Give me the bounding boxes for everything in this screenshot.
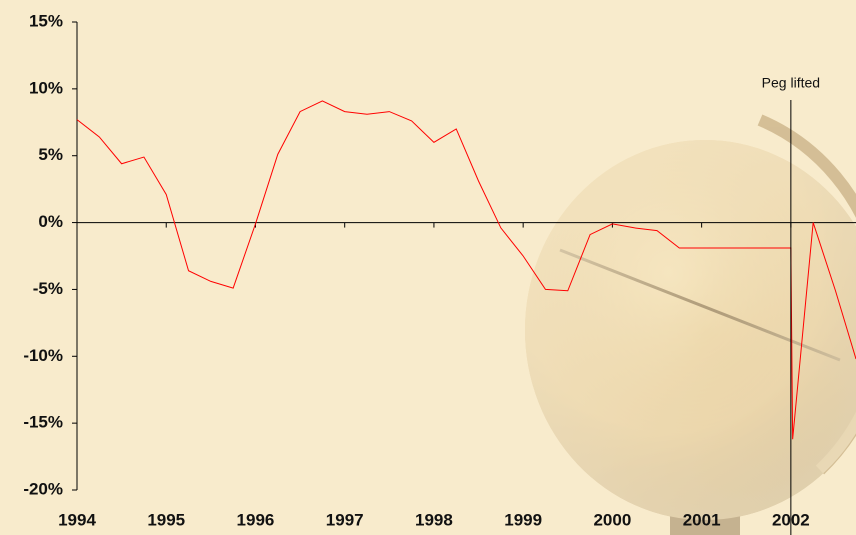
annotation-label: Peg lifted xyxy=(762,75,820,91)
x-tick-label: 1995 xyxy=(147,510,185,529)
x-tick-label: 1998 xyxy=(415,510,453,529)
x-tick-label: 1996 xyxy=(237,510,275,529)
y-tick-label: -5% xyxy=(33,279,63,298)
x-tick-label: 1994 xyxy=(58,510,96,529)
y-tick-label: 10% xyxy=(29,78,63,97)
y-tick-label: 5% xyxy=(38,145,63,164)
y-tick-label: -15% xyxy=(23,413,63,432)
x-tick-label: 1999 xyxy=(504,510,542,529)
x-tick-label: 1997 xyxy=(326,510,364,529)
y-tick-label: 15% xyxy=(29,11,63,30)
y-tick-label: -10% xyxy=(23,346,63,365)
x-tick-label: 2001 xyxy=(683,510,721,529)
x-tick-label: 2000 xyxy=(593,510,631,529)
y-tick-label: 0% xyxy=(38,212,63,231)
chart: -20% -15% -10% -5% 0% 5% 10% 15% 1994 1995 1996 199… xyxy=(0,0,856,535)
y-tick-label: -20% xyxy=(23,479,63,498)
